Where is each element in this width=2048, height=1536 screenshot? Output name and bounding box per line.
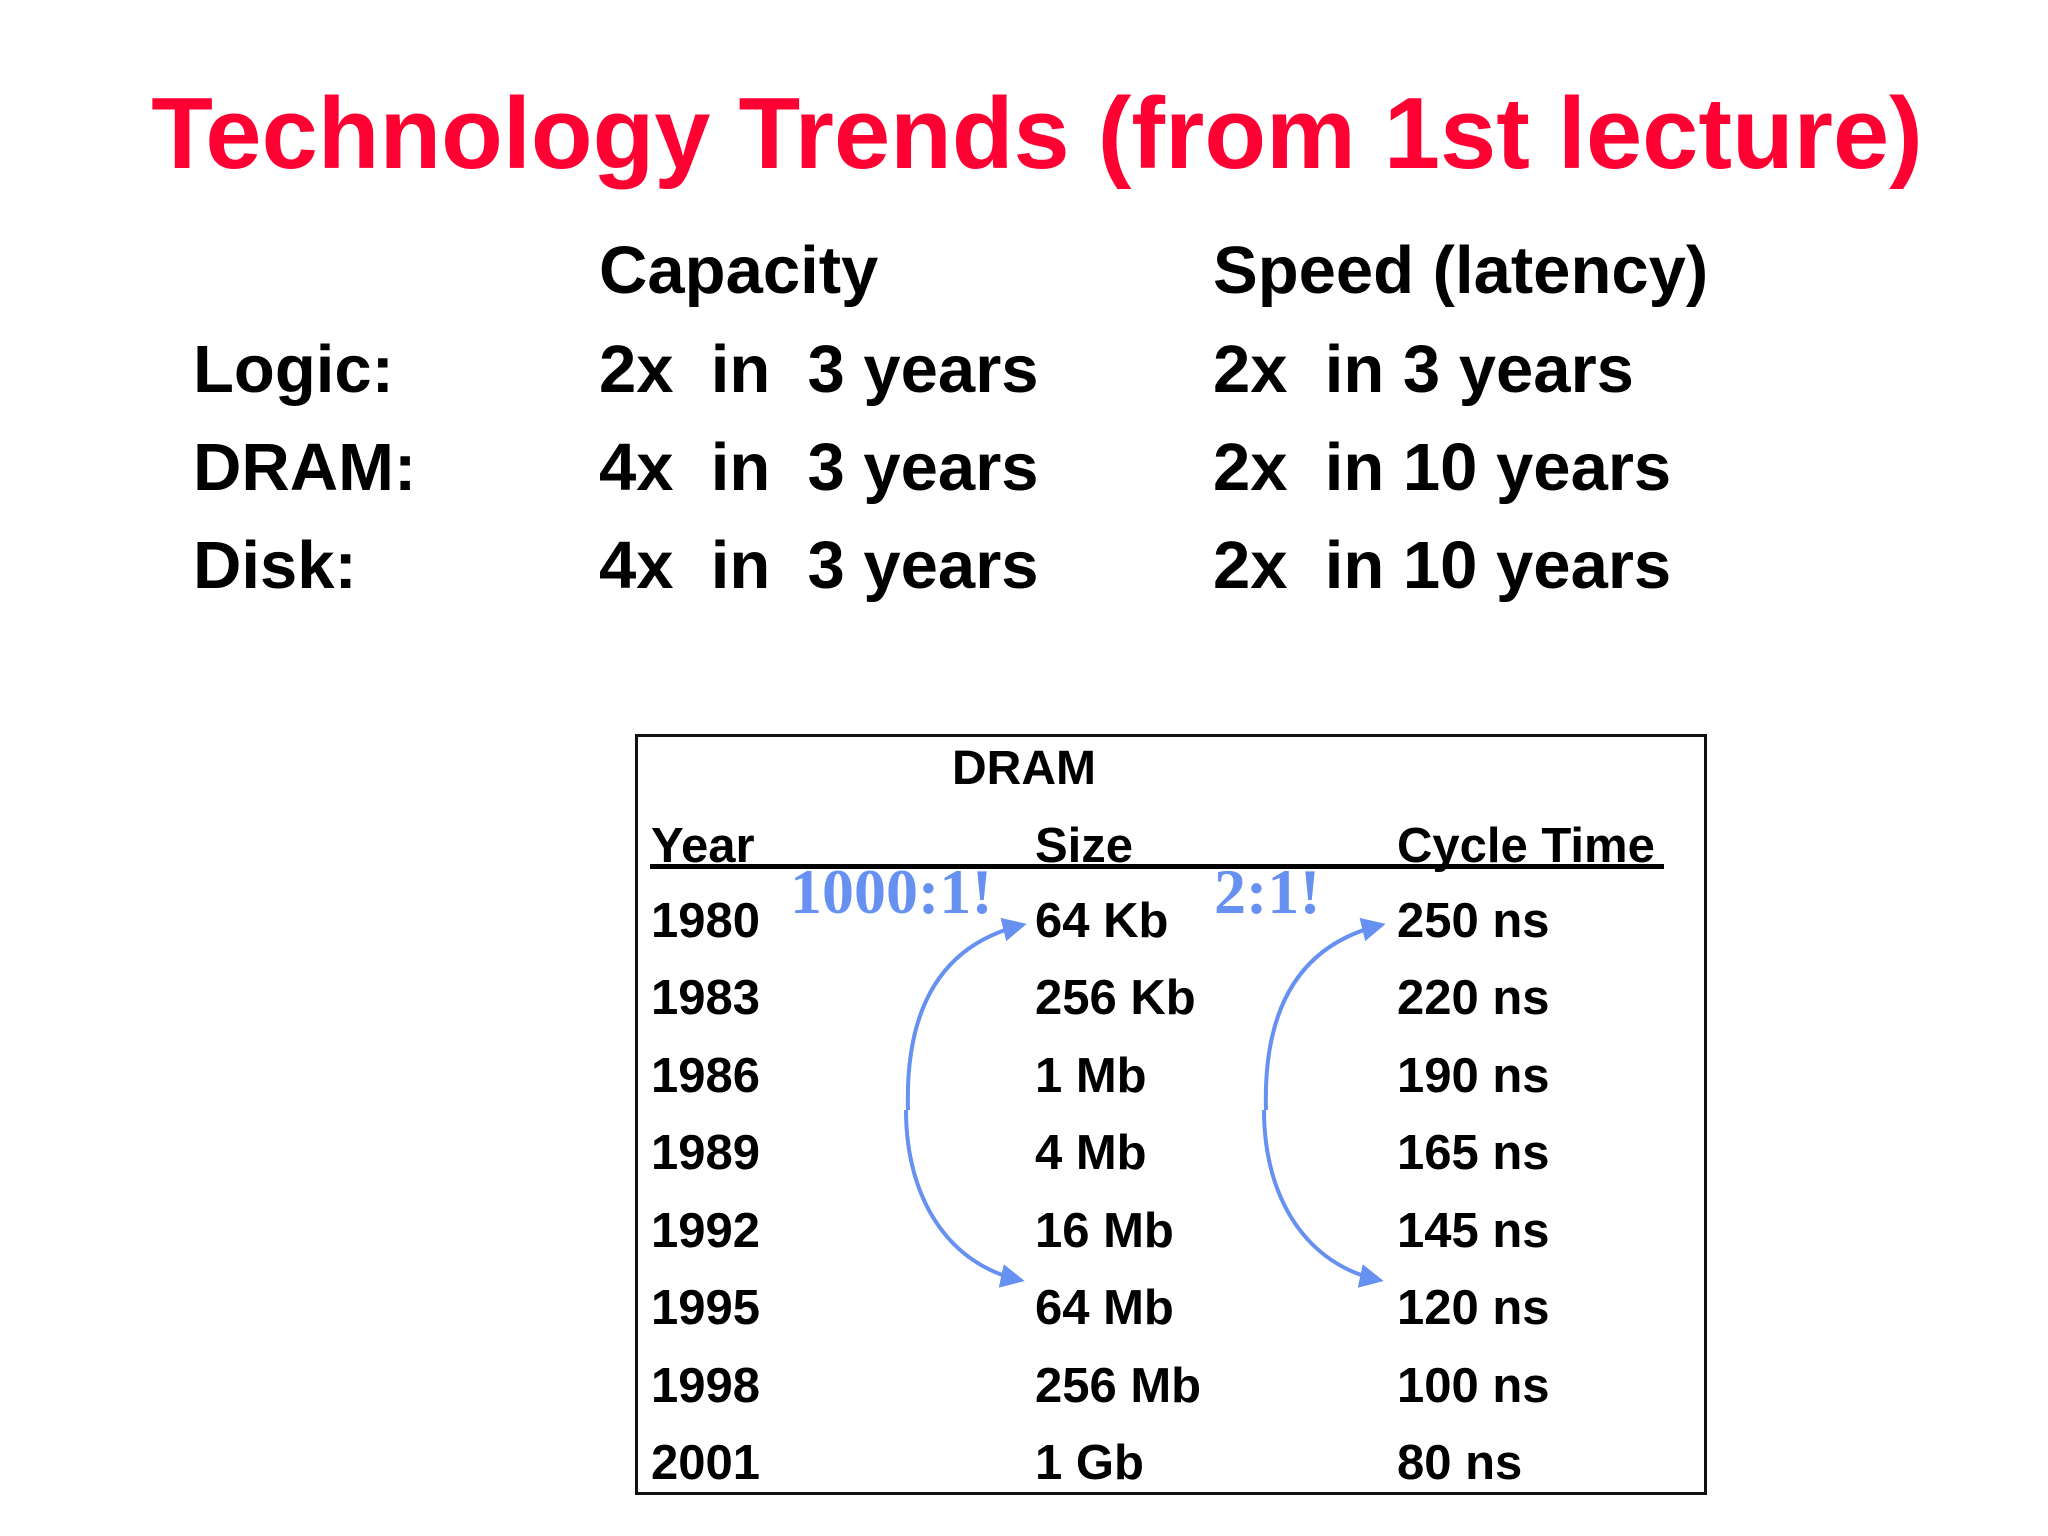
disk-capacity: 4x in 3 years: [599, 528, 1039, 603]
table-row-cycle: 250 ns: [1397, 894, 1550, 948]
header-cycle-time: Cycle Time: [1397, 819, 1655, 873]
header-underline: [650, 864, 1664, 869]
table-row-year: 1989: [651, 1126, 761, 1180]
table-row-cycle: 220 ns: [1397, 971, 1550, 1025]
row-label-dram: DRAM:: [193, 430, 417, 505]
logic-capacity: 2x in 3 years: [599, 332, 1039, 407]
table-row-size: 16 Mb: [1035, 1204, 1174, 1258]
table-row-year: 1992: [651, 1204, 761, 1258]
table-row-year: 2001: [651, 1436, 761, 1490]
cycle-ratio-annotation: 2:1!: [1214, 856, 1321, 927]
table-row-size: 1 Gb: [1035, 1436, 1144, 1490]
table-row-cycle: 145 ns: [1397, 1204, 1550, 1258]
dram-capacity: 4x in 3 years: [599, 430, 1039, 505]
table-row-year: 1983: [651, 971, 761, 1025]
table-row-year: 1998: [651, 1359, 761, 1413]
slide-title: Technology Trends (from 1st lecture): [151, 78, 1923, 190]
size-range-arrow-icon: [904, 917, 1027, 1288]
table-row-size: 64 Kb: [1035, 894, 1169, 948]
header-size: Size: [1035, 819, 1134, 873]
cycle-range-arrow-icon: [1262, 917, 1386, 1288]
dram-speed: 2x in 10 years: [1213, 430, 1672, 505]
row-label-disk: Disk:: [193, 528, 357, 603]
dram-table-frame: [635, 734, 1707, 1495]
column-header-speed: Speed (latency): [1213, 233, 1709, 308]
table-row-year: 1980: [651, 894, 761, 948]
table-row-size: 4 Mb: [1035, 1126, 1147, 1180]
table-row-size: 256 Kb: [1035, 971, 1196, 1025]
table-row-cycle: 190 ns: [1397, 1049, 1550, 1103]
dram-table-title: DRAM: [952, 742, 1096, 795]
table-row-size: 64 Mb: [1035, 1281, 1174, 1335]
disk-speed: 2x in 10 years: [1213, 528, 1672, 603]
table-row-cycle: 100 ns: [1397, 1359, 1550, 1413]
table-row-year: 1986: [651, 1049, 761, 1103]
table-row-year: 1995: [651, 1281, 761, 1335]
logic-speed: 2x in 3 years: [1213, 332, 1634, 407]
table-row-cycle: 80 ns: [1397, 1436, 1523, 1490]
column-header-capacity: Capacity: [599, 233, 879, 308]
header-year: Year: [651, 819, 755, 873]
table-row-cycle: 165 ns: [1397, 1126, 1550, 1180]
size-ratio-annotation: 1000:1!: [790, 856, 993, 927]
table-row-cycle: 120 ns: [1397, 1281, 1550, 1335]
table-row-size: 1 Mb: [1035, 1049, 1147, 1103]
table-row-size: 256 Mb: [1035, 1359, 1202, 1413]
row-label-logic: Logic:: [193, 332, 394, 407]
